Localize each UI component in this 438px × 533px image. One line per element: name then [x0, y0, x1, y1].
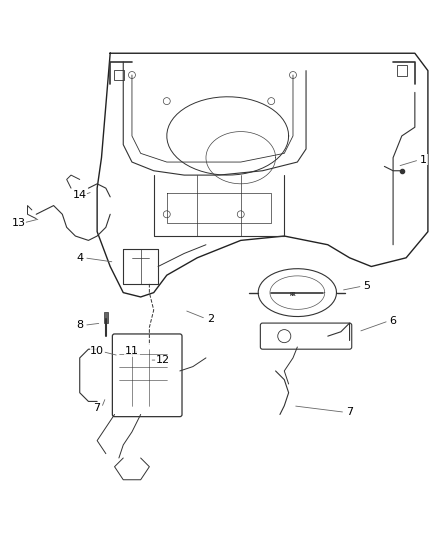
Bar [104, 312, 108, 323]
Bar [396, 66, 407, 76]
Text: 4: 4 [76, 253, 83, 263]
Text: 10: 10 [90, 346, 104, 357]
Text: 5: 5 [364, 281, 371, 291]
Text: 6: 6 [389, 316, 396, 326]
Text: 13: 13 [12, 218, 26, 228]
Text: 1: 1 [420, 155, 427, 165]
Text: 2: 2 [207, 314, 214, 324]
Text: RR: RR [290, 292, 296, 297]
Text: 11: 11 [125, 346, 139, 357]
Text: 7: 7 [94, 403, 101, 413]
Bar [114, 70, 124, 80]
Text: 12: 12 [155, 355, 170, 365]
Text: 7: 7 [346, 407, 353, 417]
Text: 14: 14 [73, 190, 87, 200]
Text: 8: 8 [76, 320, 83, 330]
